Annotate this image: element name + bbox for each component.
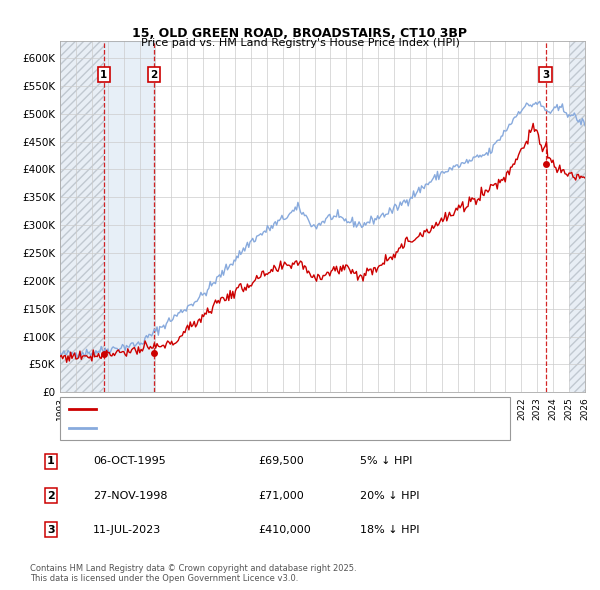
Text: 3: 3 bbox=[542, 70, 550, 80]
Text: 5% ↓ HPI: 5% ↓ HPI bbox=[360, 457, 412, 466]
Bar bbox=[569, 41, 593, 392]
Text: 15, OLD GREEN ROAD, BROADSTAIRS, CT10 3BP: 15, OLD GREEN ROAD, BROADSTAIRS, CT10 3B… bbox=[133, 27, 467, 40]
Text: 15, OLD GREEN ROAD, BROADSTAIRS, CT10 3BP (detached house): 15, OLD GREEN ROAD, BROADSTAIRS, CT10 3B… bbox=[103, 404, 429, 414]
Text: 06-OCT-1995: 06-OCT-1995 bbox=[93, 457, 166, 466]
Text: 18% ↓ HPI: 18% ↓ HPI bbox=[360, 525, 419, 535]
Text: 2: 2 bbox=[151, 70, 158, 80]
Text: £71,000: £71,000 bbox=[258, 491, 304, 500]
Text: Price paid vs. HM Land Registry's House Price Index (HPI): Price paid vs. HM Land Registry's House … bbox=[140, 38, 460, 48]
Text: 27-NOV-1998: 27-NOV-1998 bbox=[93, 491, 167, 500]
Bar bbox=[60, 41, 104, 392]
Text: Contains HM Land Registry data © Crown copyright and database right 2025.
This d: Contains HM Land Registry data © Crown c… bbox=[30, 563, 356, 583]
Text: £69,500: £69,500 bbox=[258, 457, 304, 466]
Text: £410,000: £410,000 bbox=[258, 525, 311, 535]
Text: 1: 1 bbox=[100, 70, 107, 80]
Bar bbox=[104, 41, 154, 392]
Text: 2: 2 bbox=[47, 491, 55, 500]
Text: 11-JUL-2023: 11-JUL-2023 bbox=[93, 525, 161, 535]
Text: 1: 1 bbox=[47, 457, 55, 466]
Text: HPI: Average price, detached house, Thanet: HPI: Average price, detached house, Than… bbox=[103, 422, 319, 432]
Text: 3: 3 bbox=[47, 525, 55, 535]
Text: 20% ↓ HPI: 20% ↓ HPI bbox=[360, 491, 419, 500]
